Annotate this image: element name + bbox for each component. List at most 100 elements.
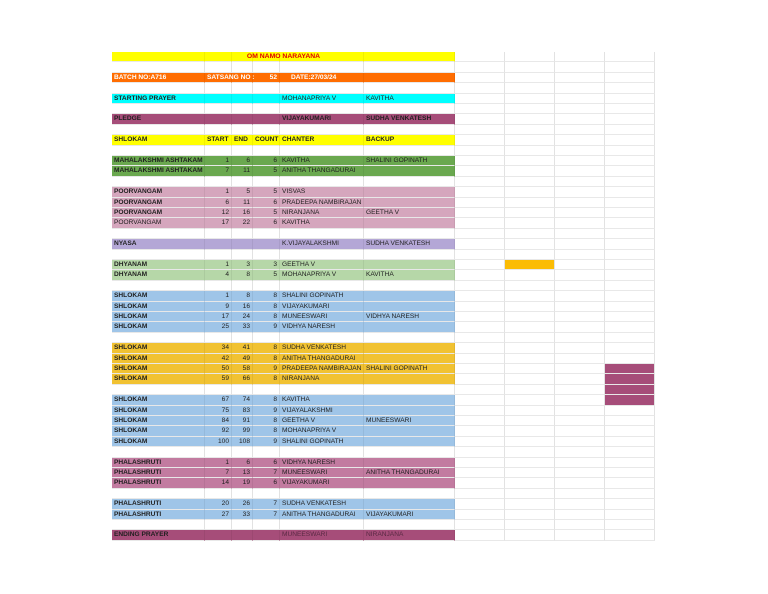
cell[interactable]: 66 [232, 374, 253, 385]
cell[interactable]: 92 [205, 426, 232, 437]
cell[interactable]: SHLOKAM [112, 301, 205, 312]
cell[interactable]: 6 [205, 197, 232, 208]
cell[interactable]: 8 [253, 291, 280, 302]
cell[interactable]: POORVANGAM [112, 208, 205, 219]
cell[interactable]: 13 [232, 468, 253, 479]
cell[interactable] [555, 208, 605, 219]
column-header[interactable]: START [205, 135, 232, 146]
cell[interactable] [232, 228, 253, 240]
cell[interactable] [112, 332, 205, 344]
cell[interactable] [555, 239, 605, 250]
cell[interactable] [205, 239, 232, 250]
cell[interactable]: SHLOKAM [112, 426, 205, 437]
cell[interactable] [605, 239, 655, 250]
cell[interactable]: 26 [232, 499, 253, 510]
cell[interactable]: VIDHYA NARESH [280, 322, 364, 333]
cell[interactable] [555, 312, 605, 323]
cell[interactable] [112, 520, 205, 531]
cell[interactable] [455, 478, 505, 489]
cell[interactable] [605, 52, 655, 63]
cell[interactable] [232, 447, 253, 458]
cell[interactable] [364, 280, 455, 292]
cell[interactable]: 74 [232, 395, 253, 406]
cell[interactable] [232, 239, 253, 250]
cell[interactable] [605, 260, 655, 271]
cell[interactable]: NYASA [112, 239, 205, 250]
cell[interactable] [555, 104, 605, 115]
cell[interactable] [364, 72, 455, 84]
cell[interactable]: NIRANJANA [280, 374, 364, 385]
cell[interactable]: VIDHYA NARESH [364, 312, 455, 323]
cell[interactable]: 52 [253, 72, 280, 84]
cell[interactable] [253, 332, 280, 344]
cell[interactable]: 3 [232, 260, 253, 271]
cell[interactable] [364, 176, 455, 188]
cell[interactable] [205, 447, 232, 458]
cell[interactable]: 6 [253, 457, 280, 468]
cell[interactable]: 8 [253, 301, 280, 312]
cell[interactable] [605, 124, 655, 136]
cell[interactable]: PRADEEPA NAMBIRAJAN [280, 197, 364, 208]
cell[interactable]: SHLOKAM [112, 291, 205, 302]
cell[interactable]: 108 [232, 436, 253, 448]
cell[interactable] [205, 520, 232, 531]
cell[interactable] [555, 478, 605, 489]
cell[interactable] [455, 260, 505, 271]
cell[interactable]: VIJAYAKUMARI [280, 478, 364, 489]
cell[interactable] [605, 343, 655, 354]
cell[interactable]: SUDHA VENKATESH [364, 239, 455, 250]
cell[interactable] [555, 218, 605, 229]
cell[interactable]: PHALASHRUTI [112, 509, 205, 520]
cell[interactable] [505, 197, 555, 208]
cell[interactable] [455, 239, 505, 250]
cell[interactable]: PHALASHRUTI [112, 499, 205, 510]
cell[interactable] [455, 301, 505, 312]
cell[interactable]: 14 [205, 478, 232, 489]
cell[interactable] [455, 145, 505, 156]
cell[interactable]: POORVANGAM [112, 197, 205, 208]
cell[interactable] [555, 83, 605, 94]
cell[interactable] [232, 52, 253, 63]
cell[interactable] [605, 520, 655, 531]
highlight-cell[interactable] [605, 384, 655, 396]
cell[interactable]: SHLOKAM [112, 405, 205, 416]
cell[interactable] [232, 520, 253, 531]
cell[interactable] [555, 343, 605, 354]
cell[interactable] [605, 332, 655, 344]
cell[interactable] [232, 530, 253, 541]
cell[interactable] [364, 488, 455, 500]
cell[interactable] [605, 374, 655, 385]
cell[interactable] [205, 52, 232, 63]
cell[interactable] [455, 374, 505, 385]
cell[interactable] [112, 447, 205, 458]
cell[interactable]: SHLOKAM [112, 312, 205, 323]
cell[interactable] [555, 499, 605, 510]
cell[interactable] [505, 280, 555, 292]
cell[interactable]: 16 [232, 301, 253, 312]
cell[interactable] [205, 124, 232, 136]
cell[interactable] [455, 447, 505, 458]
cell[interactable]: 6 [253, 156, 280, 167]
cell[interactable] [280, 104, 364, 115]
cell[interactable] [455, 218, 505, 229]
cell[interactable]: VIDHYA NARESH [280, 457, 364, 468]
cell[interactable]: MUNEESWARI [280, 530, 364, 541]
cell[interactable] [605, 208, 655, 219]
cell[interactable] [555, 124, 605, 136]
cell[interactable] [253, 62, 280, 73]
cell[interactable] [605, 104, 655, 115]
cell[interactable]: 41 [232, 343, 253, 354]
cell[interactable]: MOHANAPRIYA V [280, 93, 364, 104]
cell[interactable] [280, 520, 364, 531]
cell[interactable]: SHLOKAM [112, 353, 205, 364]
cell[interactable] [280, 488, 364, 500]
cell[interactable] [605, 114, 655, 125]
cell[interactable] [364, 166, 455, 177]
cell[interactable] [505, 530, 555, 541]
cell[interactable]: 1 [205, 156, 232, 167]
cell[interactable]: SATSANG NO : [205, 72, 255, 84]
cell[interactable] [364, 218, 455, 229]
cell[interactable]: 17 [205, 218, 232, 229]
cell[interactable]: 84 [205, 416, 232, 427]
cell[interactable] [605, 135, 655, 146]
